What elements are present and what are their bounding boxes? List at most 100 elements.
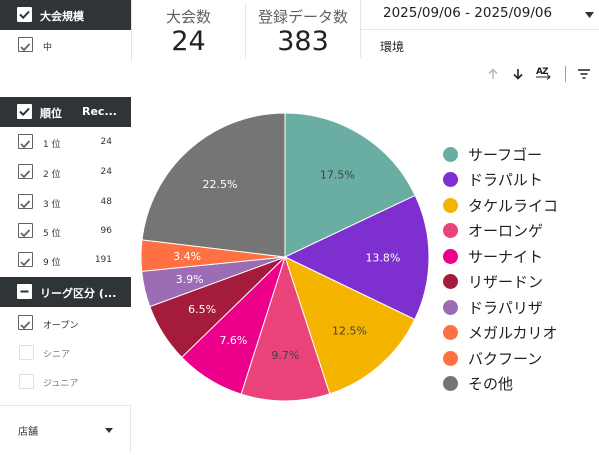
slice-data-label: 17.5% (320, 168, 355, 181)
scale-option-checkbox[interactable] (18, 37, 33, 52)
legend-label: タケルライコ (468, 196, 559, 215)
slice-data-label: 12.5% (332, 325, 367, 338)
caret-down-icon (585, 12, 594, 18)
league-checkbox[interactable] (18, 315, 33, 330)
legend-item[interactable]: ドラパリザ (443, 297, 543, 317)
legend-item[interactable]: バクフーン (443, 348, 542, 368)
rank-checkbox[interactable] (18, 223, 33, 238)
filter-lines-icon[interactable] (577, 68, 591, 80)
legend-swatch (443, 197, 458, 213)
scale-filter-title: 大会規模 (40, 10, 84, 23)
rank-count: 24 (100, 137, 112, 147)
date-range-picker[interactable]: 2025/09/06 - 2025/09/06 (360, 0, 599, 30)
legend-label: バクフーン (468, 349, 543, 368)
legend-swatch (443, 325, 458, 340)
check-icon (20, 43, 31, 52)
legend-swatch (443, 350, 458, 366)
league-label: シニア (43, 350, 71, 360)
check-icon (20, 140, 31, 149)
legend-label: リザードン (468, 273, 544, 291)
legend-label: サーフゴー (468, 145, 543, 164)
legend-swatch (443, 274, 458, 289)
rank-select-all-checkbox[interactable] (17, 104, 32, 119)
sort-az-icon[interactable]: AZ (535, 66, 553, 82)
rank-checkbox[interactable] (18, 194, 33, 209)
minus-icon (20, 290, 29, 293)
arrow-down-icon[interactable] (511, 67, 525, 81)
rank-label: 5 位 (43, 229, 61, 239)
pie-slice[interactable] (240, 255, 331, 402)
toolbar-divider (565, 66, 566, 82)
legend-item[interactable]: オーロンゲ (443, 221, 543, 241)
rank-checkbox[interactable] (18, 164, 33, 179)
rank-record-column-header: Rec... (82, 105, 117, 118)
divider (360, 4, 361, 58)
environment-label: 環境 (380, 40, 405, 54)
league-checkbox[interactable] (19, 345, 34, 360)
legend-item[interactable]: タケルライコ (443, 195, 558, 215)
legend-swatch (443, 223, 458, 238)
slice-data-label: 7.6% (219, 334, 247, 347)
rank-label: 2 位 (43, 170, 61, 180)
check-icon (19, 10, 30, 20)
legend-item[interactable]: メガルカリオ (443, 323, 558, 343)
rank-filter-header[interactable]: 順位 Rec... (0, 97, 131, 127)
league-filter-header[interactable]: リーグ区分 (... (0, 277, 131, 307)
legend-label: メガルカリオ (468, 324, 558, 342)
legend-item[interactable]: ドラパルト (443, 170, 543, 190)
legend-swatch (443, 376, 458, 391)
rank-count: 191 (94, 255, 112, 265)
legend-swatch (443, 299, 458, 315)
rank-checkbox[interactable] (18, 252, 33, 267)
scale-option-label: 中 (43, 43, 53, 53)
legend-label: オーロンゲ (468, 222, 544, 240)
league-filter-title: リーグ区分 (... (40, 287, 117, 300)
divider (131, 0, 132, 62)
legend-label: ドラパリザ (468, 298, 543, 317)
rank-label: 1 位 (43, 140, 61, 150)
scale-filter-header[interactable]: 大会規模 (0, 0, 131, 30)
legend-item[interactable]: サーフゴー (443, 144, 542, 164)
rank-count: 96 (100, 226, 112, 236)
slice-data-label: 22.5% (203, 178, 238, 191)
league-checkbox[interactable] (19, 374, 34, 389)
pie-chart: 17.5% 13.8% 12.5% 9.7% 7.6% 6.5% 3.9% 3.4% 22.5% (140, 112, 430, 402)
slice-data-label: 3.9% (176, 273, 204, 286)
rank-checkbox[interactable] (18, 134, 33, 149)
slice-data-label: 6.5% (188, 303, 216, 316)
caret-down-icon (105, 428, 113, 433)
rank-count: 48 (100, 197, 112, 207)
pie-slice[interactable] (284, 112, 416, 258)
legend-item[interactable]: リザードン (443, 272, 543, 292)
legend-item[interactable]: サーナイト (443, 246, 543, 266)
legend-item[interactable]: その他 (443, 374, 513, 394)
legend-label: その他 (468, 375, 514, 393)
date-range-text: 2025/09/06 - 2025/09/06 (383, 5, 553, 21)
pie-slice[interactable] (283, 194, 430, 321)
sort-arrow-icon (536, 74, 551, 80)
check-icon (20, 258, 31, 267)
kpi-value: 24 (171, 26, 206, 57)
rank-count: 24 (100, 167, 112, 177)
scale-select-all-checkbox[interactable] (17, 7, 32, 22)
legend-label: サーナイト (468, 247, 544, 266)
slice-data-label: 13.8% (365, 251, 400, 264)
league-label: ジュニア (43, 379, 79, 389)
rank-filter-title: 順位 (40, 107, 62, 120)
store-dropdown[interactable]: 店舗 (0, 405, 131, 453)
pie-slice[interactable] (141, 112, 286, 258)
league-select-all-checkbox[interactable] (17, 284, 32, 299)
legend-swatch (443, 248, 458, 264)
pie-slice[interactable] (284, 256, 416, 395)
slice-data-label: 9.7% (271, 349, 299, 362)
legend-swatch (443, 172, 458, 187)
check-icon (20, 170, 31, 179)
store-dropdown-label: 店舗 (18, 427, 38, 438)
kpi-label: 大会数 (165, 8, 211, 26)
legend-swatch (443, 146, 458, 162)
check-icon (20, 229, 31, 238)
legend-label: ドラパルト (468, 171, 543, 189)
check-icon (19, 107, 30, 117)
arrow-up-icon[interactable] (486, 67, 500, 81)
divider (245, 4, 246, 58)
